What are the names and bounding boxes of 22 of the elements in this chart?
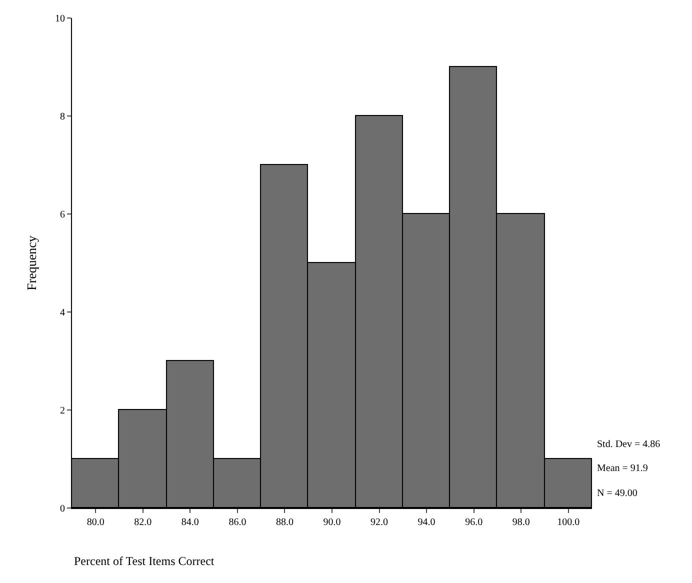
- x-tick-label: 90.0: [323, 517, 341, 528]
- y-tick-label: 2: [60, 406, 65, 416]
- y-axis-title: Frequency: [24, 235, 39, 290]
- y-tick-label: 4: [60, 308, 65, 318]
- y-tick-label: 10: [55, 14, 65, 24]
- text: Mean = 91.9: [597, 463, 648, 474]
- y-tick-label: 6: [60, 210, 65, 220]
- x-tick-label: 92.0: [370, 517, 388, 528]
- y-tick-label: 0: [60, 504, 65, 514]
- x-tick-label: 98.0: [512, 517, 530, 528]
- x-tick-label: 80.0: [86, 517, 104, 528]
- text: N = 49.00: [597, 488, 638, 499]
- x-tick-label: 86.0: [228, 517, 246, 528]
- x-tick-label: 96.0: [465, 517, 483, 528]
- text: Std. Dev = 4.86: [597, 439, 660, 450]
- x-tick-label: 88.0: [276, 517, 294, 528]
- y-tick-label: 8: [60, 112, 65, 122]
- x-tick-label: 94.0: [418, 517, 436, 528]
- x-tick-label: 84.0: [181, 517, 199, 528]
- x-axis-title: Percent of Test Items Correct: [74, 554, 215, 568]
- x-tick-label: 100.0: [557, 517, 580, 528]
- x-tick-label: 82.0: [134, 517, 152, 528]
